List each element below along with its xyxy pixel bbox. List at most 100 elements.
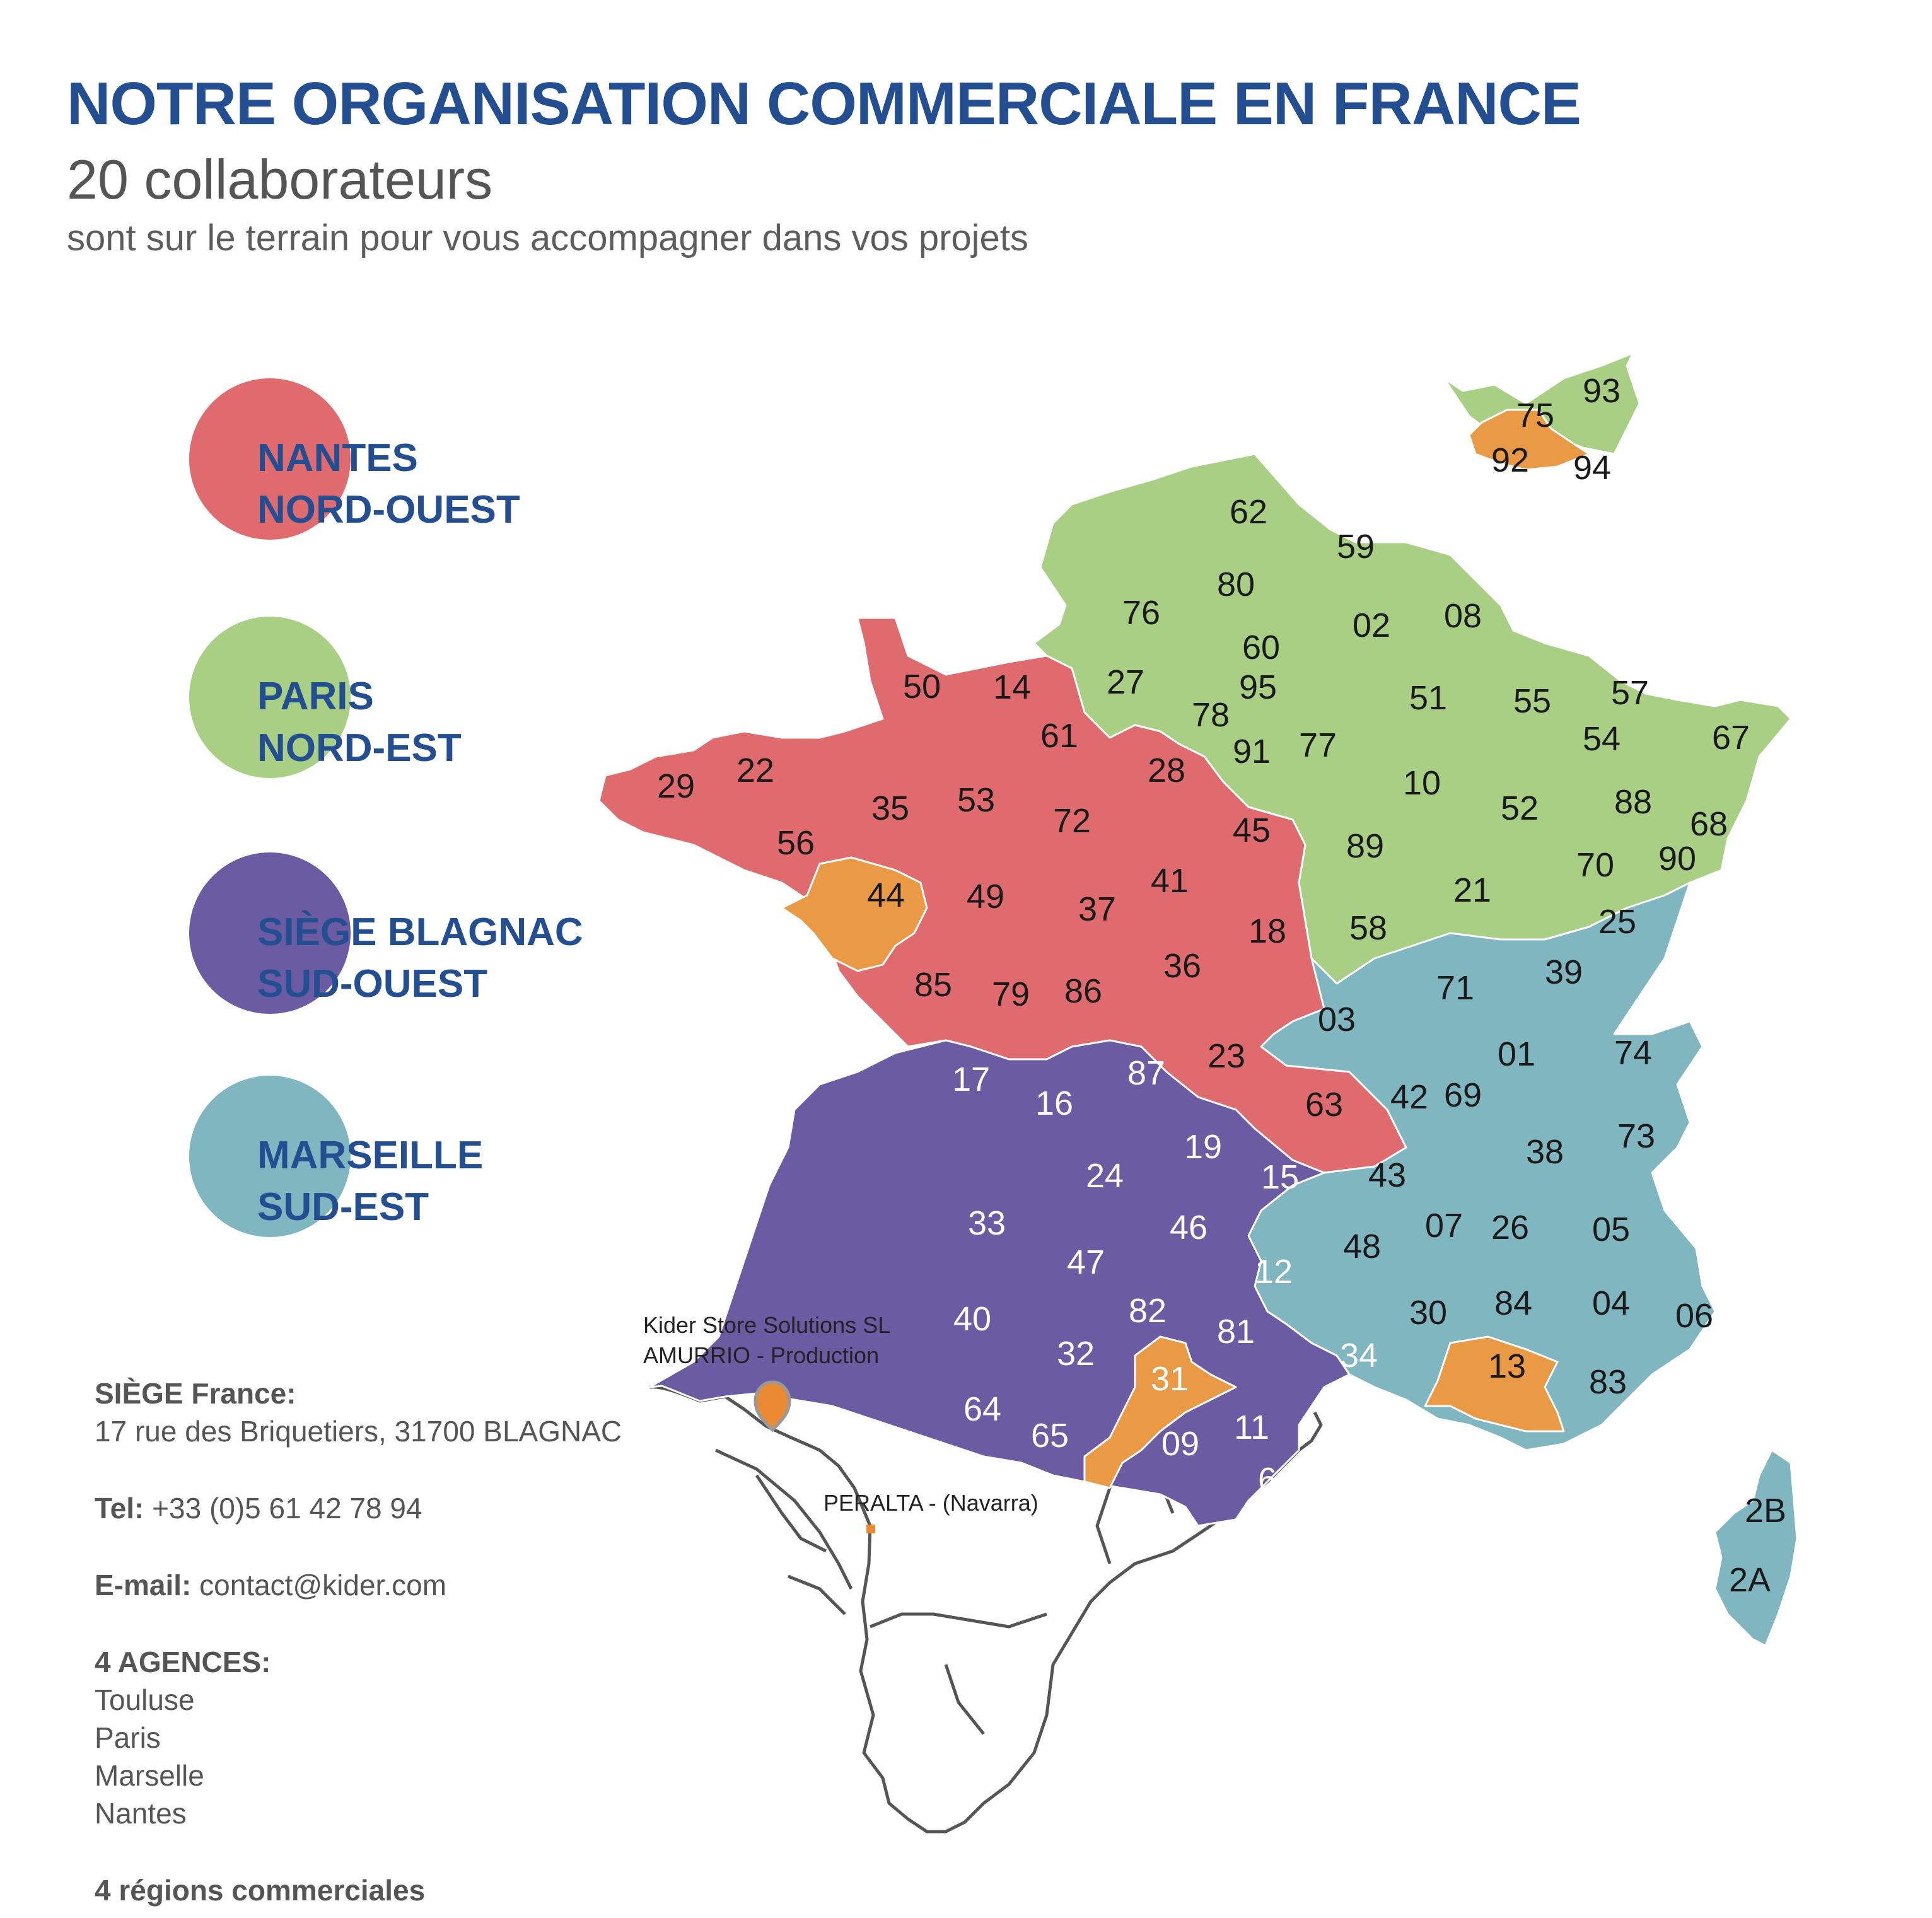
page-subtitle: 20 collaborateurs [67, 148, 493, 211]
department-label-79: 79 [992, 975, 1030, 1013]
legend-swatch [189, 617, 351, 778]
department-label-41: 41 [1151, 862, 1189, 900]
department-label-21: 21 [1453, 871, 1491, 909]
siege-label: SIÈGE France: [95, 1377, 296, 1410]
department-label-02: 02 [1353, 607, 1390, 644]
department-label-34: 34 [1340, 1337, 1378, 1375]
department-label-2b: 2B [1745, 1492, 1786, 1530]
spain-region-border [755, 1474, 846, 1615]
department-label-07: 07 [1425, 1207, 1463, 1245]
legend-swatch [189, 1076, 351, 1237]
department-label-53: 53 [957, 781, 995, 819]
department-label-39: 39 [1545, 953, 1583, 991]
department-label-59: 59 [1337, 528, 1375, 566]
department-label-17: 17 [952, 1061, 990, 1098]
email-link[interactable]: contact@kider.com [199, 1569, 447, 1601]
department-label-29: 29 [657, 767, 695, 805]
kider-annotation-line2: AMURRIO - Production [643, 1342, 879, 1368]
department-label-37: 37 [1078, 890, 1116, 928]
department-label-11: 11 [1234, 1409, 1269, 1446]
department-label-62: 62 [1230, 493, 1267, 531]
legend-swatch [189, 852, 351, 1014]
department-label-69: 69 [1444, 1076, 1482, 1114]
department-label-72: 72 [1053, 802, 1091, 840]
department-label-40: 40 [953, 1300, 991, 1338]
department-label-68: 68 [1690, 805, 1728, 843]
department-label-28: 28 [1148, 752, 1185, 789]
department-label-50: 50 [903, 668, 941, 706]
department-label-42: 42 [1390, 1078, 1428, 1116]
legend-label: MARSEILLE SUD-EST [257, 1134, 484, 1229]
department-label-56: 56 [777, 824, 815, 862]
page-title: NOTRE ORGANISATION COMMERCIALE EN FRANCE [67, 70, 1581, 137]
square-marker-icon [866, 1525, 875, 1533]
department-label-67: 67 [1712, 719, 1750, 757]
agences-label: 4 AGENCES: [95, 1646, 271, 1678]
department-label-10: 10 [1403, 764, 1441, 802]
department-label-13: 13 [1488, 1347, 1526, 1385]
department-label-94: 94 [1573, 449, 1611, 487]
agence-item: Touluse [95, 1683, 195, 1716]
department-label-49: 49 [967, 878, 1004, 915]
department-label-87: 87 [1127, 1054, 1165, 1092]
department-label-47: 47 [1067, 1243, 1105, 1281]
department-label-15: 15 [1261, 1158, 1299, 1196]
department-label-33: 33 [968, 1204, 1006, 1242]
department-label-83: 83 [1589, 1363, 1627, 1401]
department-label-51: 51 [1409, 679, 1447, 717]
agence-item: Paris [95, 1721, 161, 1754]
department-label-18: 18 [1248, 912, 1286, 950]
agence-item: Marselle [95, 1759, 204, 1792]
department-label-57: 57 [1611, 674, 1649, 712]
spain-inner-border [714, 1448, 1175, 1735]
department-label-74: 74 [1614, 1034, 1652, 1072]
department-label-03: 03 [1318, 1001, 1356, 1038]
department-label-54: 54 [1583, 720, 1621, 758]
department-label-09: 09 [1161, 1425, 1199, 1463]
department-label-16: 16 [1035, 1084, 1073, 1122]
department-label-22: 22 [736, 752, 774, 789]
department-label-60: 60 [1242, 629, 1280, 666]
department-label-05: 05 [1592, 1211, 1630, 1248]
department-label-08: 08 [1444, 597, 1482, 635]
phone-line: Tel: +33 (0)5 61 42 78 94 [95, 1492, 422, 1525]
department-label-93: 93 [1583, 372, 1621, 410]
region-marseille-sud-est [1247, 881, 1798, 1647]
legend-label: PARIS NORD-EST [257, 675, 462, 770]
regions-count: 4 régions commerciales [95, 1874, 426, 1907]
legend: NANTES NORD-OUEST PARIS NORD-EST SIÈGE BLA… [0, 0, 631, 1261]
department-label-58: 58 [1349, 909, 1387, 947]
department-label-43: 43 [1368, 1156, 1406, 1194]
department-label-70: 70 [1576, 846, 1614, 884]
department-label-86: 86 [1064, 972, 1102, 1010]
department-label-95: 95 [1239, 668, 1277, 706]
department-label-92: 92 [1491, 441, 1529, 479]
department-label-19: 19 [1184, 1128, 1222, 1166]
header: NOTRE ORGANISATION COMMERCIALE EN FRANCE… [67, 69, 1581, 259]
department-label-84: 84 [1494, 1284, 1532, 1322]
department-label-75: 75 [1516, 397, 1554, 434]
department-label-04: 04 [1592, 1284, 1630, 1322]
department-label-90: 90 [1658, 840, 1696, 878]
phone-number[interactable]: +33 (0)5 61 42 78 94 [152, 1492, 422, 1525]
legend-swatch [189, 378, 351, 540]
department-label-88: 88 [1614, 783, 1652, 821]
kider-annotation-line1: Kider Store Solutions SL [643, 1312, 890, 1338]
department-label-35: 35 [871, 789, 909, 827]
department-label-89: 89 [1346, 827, 1384, 865]
department-label-91: 91 [1233, 733, 1271, 770]
department-label-32: 32 [1057, 1335, 1095, 1373]
legend-label: NANTES NORD-OUEST [257, 436, 520, 532]
department-label-78: 78 [1192, 696, 1230, 734]
department-label-55: 55 [1513, 682, 1551, 720]
department-label-76: 76 [1122, 594, 1160, 632]
department-label-45: 45 [1233, 811, 1271, 849]
legend-label: SIÈGE BLAGNAC SUD-OUEST [257, 910, 583, 1006]
department-label-31: 31 [1151, 1360, 1189, 1398]
department-label-26: 26 [1491, 1209, 1529, 1247]
page-tagline: sont sur le terrain pour vous accompagne… [67, 218, 1028, 259]
department-label-12: 12 [1255, 1253, 1293, 1291]
peralta-annotation: PERALTA - (Navarra) [823, 1490, 1039, 1516]
